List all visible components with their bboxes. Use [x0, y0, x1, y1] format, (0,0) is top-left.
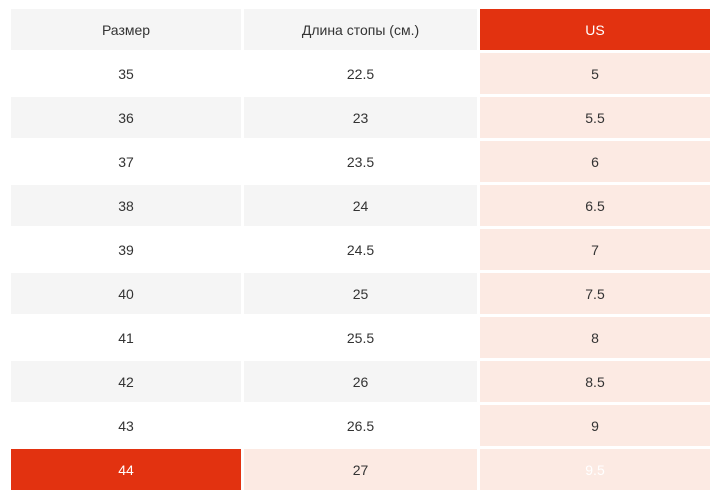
us-cell: 6.5	[480, 185, 710, 226]
size-cell: 38	[11, 185, 241, 226]
table-row[interactable]: 41 25.5 8	[11, 317, 710, 358]
us-cell: 9	[480, 405, 710, 446]
foot-length-cell: 24	[244, 185, 477, 226]
table-header: Размер Длина стопы (см.) US	[11, 9, 710, 50]
size-cell: 35	[11, 53, 241, 94]
size-cell: 42	[11, 361, 241, 402]
foot-length-cell: 23.5	[244, 141, 477, 182]
us-cell: 6	[480, 141, 710, 182]
table-row[interactable]: 36 23 5.5	[11, 97, 710, 138]
us-cell: 7	[480, 229, 710, 270]
column-header-size: Размер	[11, 9, 241, 50]
table-body: 35 22.5 5 36 23 5.5 37 23.5 6 38 24 6.5 …	[11, 53, 710, 490]
table-row[interactable]: 39 24.5 7	[11, 229, 710, 270]
size-cell: 39	[11, 229, 241, 270]
size-cell: 41	[11, 317, 241, 358]
foot-length-cell: 26.5	[244, 405, 477, 446]
table-row[interactable]: 44 27 9.5	[11, 449, 710, 490]
table-row[interactable]: 43 26.5 9	[11, 405, 710, 446]
foot-length-cell: 25	[244, 273, 477, 314]
us-cell: 8.5	[480, 361, 710, 402]
column-header-foot-length: Длина стопы (см.)	[244, 9, 477, 50]
us-cell: 8	[480, 317, 710, 358]
size-cell: 44	[11, 449, 241, 490]
foot-length-cell: 22.5	[244, 53, 477, 94]
size-cell: 40	[11, 273, 241, 314]
table-row[interactable]: 42 26 8.5	[11, 361, 710, 402]
us-cell: 7.5	[480, 273, 710, 314]
table-row[interactable]: 38 24 6.5	[11, 185, 710, 226]
size-cell: 37	[11, 141, 241, 182]
table-row[interactable]: 35 22.5 5	[11, 53, 710, 94]
header-row: Размер Длина стопы (см.) US	[11, 9, 710, 50]
foot-length-cell: 24.5	[244, 229, 477, 270]
foot-length-cell: 23	[244, 97, 477, 138]
foot-length-cell: 26	[244, 361, 477, 402]
foot-length-cell: 25.5	[244, 317, 477, 358]
size-cell: 43	[11, 405, 241, 446]
size-conversion-table: Размер Длина стопы (см.) US 35 22.5 5 36…	[8, 6, 713, 493]
us-cell: 5	[480, 53, 710, 94]
table-row[interactable]: 37 23.5 6	[11, 141, 710, 182]
foot-length-cell: 27	[244, 449, 477, 490]
us-cell: 9.5	[480, 449, 710, 490]
column-header-us: US	[480, 9, 710, 50]
us-cell: 5.5	[480, 97, 710, 138]
size-cell: 36	[11, 97, 241, 138]
table-row[interactable]: 40 25 7.5	[11, 273, 710, 314]
